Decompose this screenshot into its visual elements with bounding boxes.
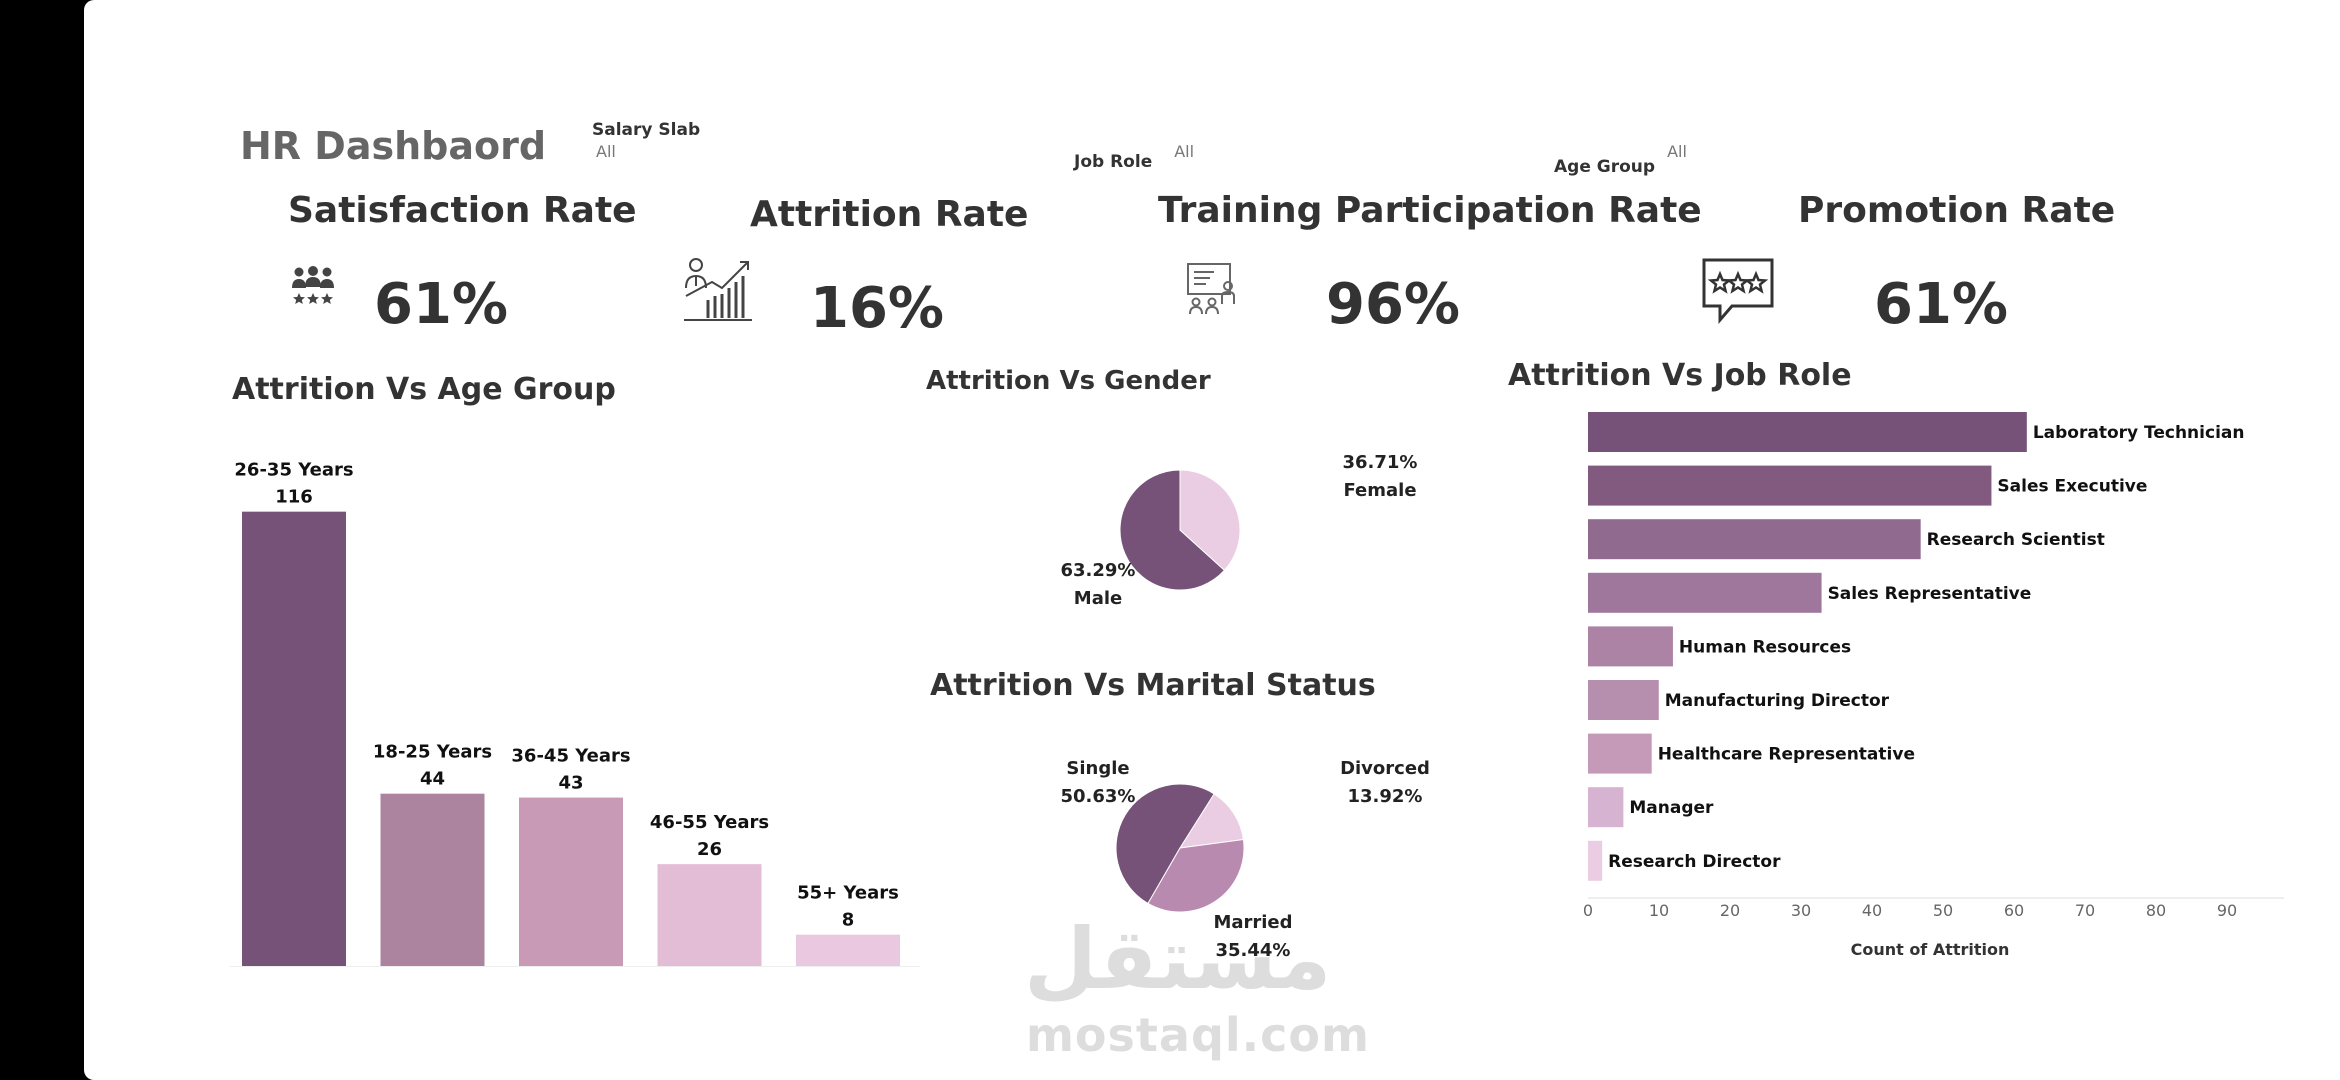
slice-label-male: 63.29% Male xyxy=(1061,560,1136,609)
bar-label-55-years: 55+ Years xyxy=(797,883,899,904)
x-tick-80: 80 xyxy=(2146,901,2166,920)
slice-label-divorced: Divorced 13.92% xyxy=(1340,758,1430,807)
filter-job-role-label: Job Role xyxy=(1074,152,1153,172)
kpi-training-value: 96% xyxy=(1326,272,1461,337)
filter-salary-slab-value[interactable]: All xyxy=(596,142,616,161)
bar-label-laboratory-technician: Laboratory Technician xyxy=(2033,423,2245,443)
bar-label-36-45-years: 36-45 Years xyxy=(511,746,630,767)
x-tick-30: 30 xyxy=(1791,901,1811,920)
slice-pct-married: 35.44% xyxy=(1216,940,1291,961)
filter-age-group[interactable]: Age Group All xyxy=(1554,142,1687,177)
bar-research-director xyxy=(1588,840,1603,881)
x-tick-10: 10 xyxy=(1649,901,1669,920)
bar-26-35-years xyxy=(242,511,346,966)
slice-single xyxy=(1115,783,1215,905)
slice-name-divorced: Divorced xyxy=(1340,758,1430,779)
filter-salary-slab[interactable]: Salary Slab All xyxy=(592,120,700,161)
filter-age-group-value[interactable]: All xyxy=(1667,142,1687,161)
x-tick-90: 90 xyxy=(2217,901,2237,920)
age-group-bar-chart: 26-35 Years 116 18-25 Years 44 36-45 Years 43… xyxy=(230,460,920,967)
job-x-axis-label: Count of Attrition xyxy=(1851,940,2010,959)
slice-label-single: Single 50.63% xyxy=(1061,758,1136,807)
rating-chat-icon xyxy=(1700,256,1776,326)
slice-name-married: Married xyxy=(1213,912,1292,933)
bar-sales-representative xyxy=(1588,572,1822,613)
x-tick-40: 40 xyxy=(1862,901,1882,920)
marital-status-pie-chart: Single 50.63% Divorced 13.92% Married 35.44% xyxy=(1061,758,1430,961)
bar-label-research-director: Research Director xyxy=(1608,852,1781,872)
bar-label-46-55-years: 46-55 Years xyxy=(650,812,769,833)
slice-pct-male: 63.29% xyxy=(1061,560,1136,581)
filter-job-role-value[interactable]: All xyxy=(1174,142,1195,161)
slice-label-female: 36.71% Female xyxy=(1343,452,1418,501)
x-tick-60: 60 xyxy=(2004,901,2024,920)
bar-label-healthcare-representative: Healthcare Representative xyxy=(1658,745,1915,765)
kpi-attrition-value: 16% xyxy=(810,276,945,341)
training-board-icon xyxy=(1184,260,1240,316)
bar-research-scientist xyxy=(1588,519,1921,560)
x-tick-70: 70 xyxy=(2075,901,2095,920)
bar-label-manufacturing-director: Manufacturing Director xyxy=(1665,691,1890,711)
bar-label-sales-representative: Sales Representative xyxy=(1828,584,2032,604)
bar-manager xyxy=(1588,787,1624,828)
slice-pct-divorced: 13.92% xyxy=(1348,786,1423,807)
slice-female xyxy=(1179,469,1241,571)
kpi-training-title: Training Participation Rate xyxy=(1158,190,1702,231)
bar-label-manager: Manager xyxy=(1629,798,1714,818)
slice-label-married: Married 35.44% xyxy=(1213,912,1292,961)
bar-value-55-years: 8 xyxy=(842,910,855,931)
gender-pie-chart: 63.29% Male 36.71% Female xyxy=(1061,452,1418,609)
bar-manufacturing-director xyxy=(1588,680,1659,720)
watermark-arabic: مستقل xyxy=(1024,910,1332,1008)
bar-value-46-55-years: 26 xyxy=(697,839,722,860)
bar-label-sales-executive: Sales Executive xyxy=(1997,477,2147,497)
growth-chart-person-icon xyxy=(682,256,754,322)
dashboard-title: HR Dashbaord xyxy=(240,124,547,168)
filter-salary-slab-label: Salary Slab xyxy=(592,120,701,140)
bar-label-26-35-years: 26-35 Years xyxy=(234,460,353,481)
bar-label-human-resources: Human Resources xyxy=(1679,637,1851,657)
filter-job-role[interactable]: Job Role All xyxy=(1074,142,1194,172)
filter-age-group-label: Age Group xyxy=(1554,157,1656,177)
bar-sales-executive xyxy=(1588,465,1992,506)
bar-value-18-25-years: 44 xyxy=(420,769,445,790)
watermark-latin: mostaql.com xyxy=(1026,1008,1370,1062)
slice-pct-single: 50.63% xyxy=(1061,786,1136,807)
age-group-chart-title: Attrition Vs Age Group xyxy=(232,372,616,407)
kpi-promotion-title: Promotion Rate xyxy=(1798,190,2116,231)
dashboard-canvas: HR Dashbaord Salary Slab All Job Role Al… xyxy=(84,0,2340,1080)
bar-46-55-years xyxy=(657,864,762,966)
bar-human-resources xyxy=(1588,626,1673,667)
x-tick-50: 50 xyxy=(1933,901,1953,920)
slice-name-single: Single xyxy=(1066,758,1129,779)
slice-name-male: Male xyxy=(1074,588,1122,609)
bar-label-18-25-years: 18-25 Years xyxy=(373,742,492,763)
job-role-chart-title: Attrition Vs Job Role xyxy=(1508,358,1852,393)
kpi-promotion-value: 61% xyxy=(1874,272,2009,337)
job-role-bar-chart: Laboratory Technician Sales Executive Rese… xyxy=(1583,412,2284,959)
bar-18-25-years xyxy=(380,793,485,966)
bar-label-research-scientist: Research Scientist xyxy=(1927,530,2105,550)
marital-chart-title: Attrition Vs Marital Status xyxy=(930,668,1376,703)
x-tick-20: 20 xyxy=(1720,901,1740,920)
bar-value-26-35-years: 116 xyxy=(275,487,313,508)
slice-pct-female: 36.71% xyxy=(1343,452,1418,473)
bar-value-36-45-years: 43 xyxy=(558,773,583,794)
bar-laboratory-technician xyxy=(1588,412,2027,452)
kpi-satisfaction-title: Satisfaction Rate xyxy=(288,190,637,231)
kpi-attrition-title: Attrition Rate xyxy=(750,194,1029,235)
people-stars-icon xyxy=(290,266,336,306)
bar-healthcare-representative xyxy=(1588,733,1652,774)
bar-55-years xyxy=(796,934,900,966)
x-tick-0: 0 xyxy=(1583,901,1593,920)
kpi-satisfaction-value: 61% xyxy=(374,272,509,337)
gender-chart-title: Attrition Vs Gender xyxy=(926,366,1211,396)
slice-name-female: Female xyxy=(1343,480,1416,501)
slice-divorced xyxy=(1179,793,1244,849)
slice-married xyxy=(1147,838,1245,913)
bar-36-45-years xyxy=(519,797,623,966)
slice-male xyxy=(1119,469,1226,591)
